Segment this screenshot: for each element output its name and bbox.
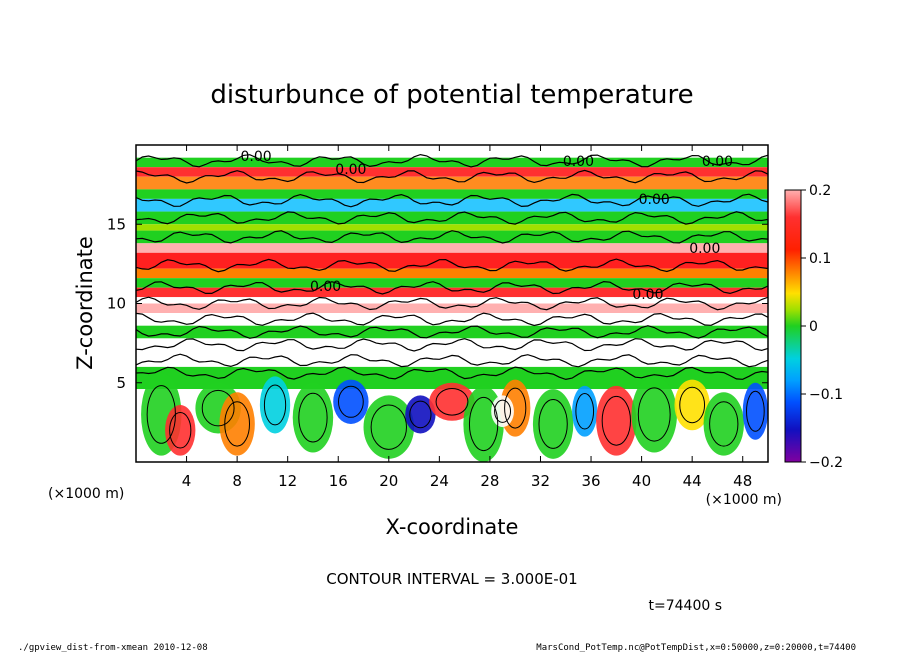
colorbar-tick-label: −0.1 — [809, 387, 843, 403]
contour-line — [136, 193, 768, 208]
contour-interval-note: CONTOUR INTERVAL = 3.000E-01 — [326, 570, 577, 588]
contour-line — [136, 366, 768, 381]
contour-loop — [468, 396, 499, 452]
colorbar: 0.2 0.1 0 −0.1 −0.2 — [784, 183, 843, 471]
color-band — [136, 287, 768, 298]
color-band — [136, 338, 768, 352]
y-tick-label: 15 — [107, 215, 126, 233]
contour-label: 0.00 — [689, 241, 720, 257]
contour-loop — [746, 390, 765, 432]
color-band — [136, 303, 768, 314]
plot-area: 0.000.00 0.00 0.000.000.000.00 0.00 4 8 12 16 2… — [107, 144, 769, 490]
contour-loop — [637, 387, 671, 442]
colorbar-tick-label: −0.2 — [809, 455, 843, 471]
contour-line — [136, 280, 768, 295]
x-tick-label: 28 — [480, 472, 499, 490]
time-label: t=74400 s — [649, 598, 723, 614]
contour-labels: 0.00 0.00 0.00 0.00 0.00 0.00 0.00 0.00 — [240, 149, 733, 303]
contour-loop — [538, 399, 568, 449]
contour-line — [136, 211, 768, 225]
contour-label: 0.00 — [563, 154, 594, 170]
contour-line — [136, 153, 768, 168]
contour-loop — [575, 393, 595, 430]
contour-loop — [601, 395, 631, 446]
contour-loop — [435, 387, 469, 416]
x-tick-label: 16 — [329, 472, 348, 490]
colorbar-tick-label: 0.1 — [809, 251, 831, 267]
color-band — [136, 325, 768, 339]
contour-label: 0.00 — [335, 162, 366, 178]
x-axis-unit: (×1000 m) — [706, 492, 782, 508]
colorbar-ticks: 0.2 0.1 0 −0.1 −0.2 — [801, 183, 843, 471]
color-band — [136, 176, 768, 190]
y-axis-label: Z-coordinate — [73, 236, 97, 370]
footer-right: MarsCond_PotTemp.nc@PotTempDist,x=0:5000… — [536, 643, 856, 653]
x-tick-label: 44 — [683, 472, 702, 490]
color-band — [136, 167, 768, 177]
colorbar-tick-label: 0.2 — [809, 183, 831, 199]
color-band — [136, 268, 768, 279]
x-tick-label: 24 — [430, 472, 449, 490]
contour-loop — [298, 392, 328, 443]
contour-loop — [494, 399, 512, 423]
color-band — [136, 252, 768, 269]
contour-line — [136, 353, 768, 368]
contour-loop — [224, 401, 251, 447]
color-band — [136, 366, 768, 390]
x-tick-label: 8 — [232, 472, 242, 490]
contour-line — [136, 296, 768, 311]
contour-label: 0.00 — [702, 154, 733, 170]
color-band — [136, 313, 768, 326]
colorbar-tick-label: 0 — [809, 319, 818, 335]
contour-label: 0.00 — [632, 287, 663, 303]
y-axis-unit: (×1000 m) — [48, 486, 124, 502]
contour-loop — [201, 389, 235, 427]
color-band — [136, 297, 768, 304]
contour-line — [136, 258, 768, 273]
contour-loop — [409, 400, 432, 429]
contour-line — [136, 312, 768, 327]
x-axis-ticks: 4 8 12 16 20 24 28 32 36 40 44 48 — [182, 145, 752, 490]
x-tick-label: 20 — [379, 472, 398, 490]
color-bands — [136, 145, 768, 462]
color-band — [136, 278, 768, 288]
x-tick-label: 40 — [632, 472, 651, 490]
color-band — [136, 224, 768, 231]
y-axis-ticks: 5 10 15 — [107, 215, 768, 392]
y-tick-label: 5 — [116, 374, 126, 392]
contour-line — [136, 230, 768, 244]
color-band — [136, 145, 768, 158]
contour-loop — [370, 404, 407, 450]
contour-line — [136, 169, 768, 184]
color-band — [136, 230, 768, 244]
contour-label: 0.00 — [310, 279, 341, 295]
contour-loop — [709, 401, 739, 447]
color-band — [136, 243, 768, 253]
contour-lines — [136, 153, 768, 452]
contour-loop — [679, 386, 706, 424]
colorbar-gradient — [784, 189, 802, 463]
x-tick-label: 36 — [581, 472, 600, 490]
color-band — [136, 189, 768, 199]
color-band — [136, 157, 768, 168]
contour-loop — [504, 387, 527, 429]
contour-loop — [169, 412, 192, 449]
x-tick-label: 32 — [531, 472, 550, 490]
x-tick-label: 12 — [278, 472, 297, 490]
contour-line — [136, 338, 768, 352]
x-tick-label: 4 — [182, 472, 192, 490]
y-tick-label: 10 — [107, 295, 126, 313]
contour-label: 0.00 — [639, 192, 670, 208]
x-tick-label: 48 — [733, 472, 752, 490]
contour-loop — [263, 384, 287, 426]
x-axis-label: X-coordinate — [386, 515, 519, 539]
footer-left: ./gpview_dist-from-xmean 2010-12-08 — [18, 643, 208, 653]
contour-line — [136, 325, 768, 339]
contour-label: 0.00 — [240, 149, 271, 165]
chart-title: disturbunce of potential temperature — [210, 80, 693, 110]
contour-loop — [337, 385, 364, 418]
